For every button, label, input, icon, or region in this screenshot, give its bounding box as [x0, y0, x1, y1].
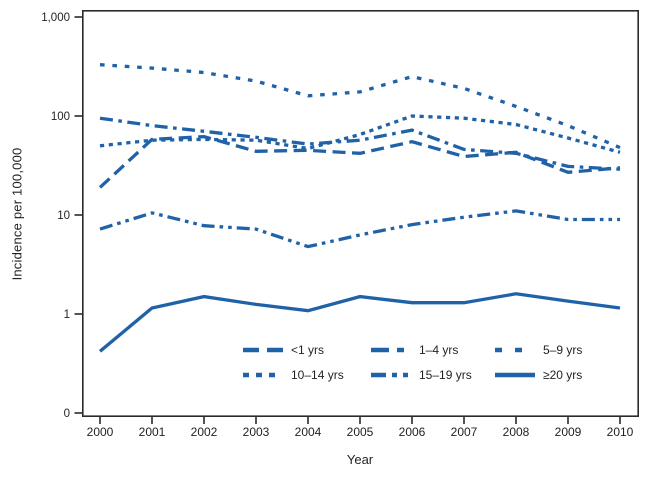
- x-tick-label: 2010: [607, 425, 634, 439]
- legend-label: 5–9 yrs: [543, 343, 583, 357]
- legend-line-sample: [495, 347, 535, 353]
- legend-label: 10–14 yrs: [291, 368, 344, 382]
- legend-item: 10–14 yrs: [243, 366, 371, 384]
- legend-label: ≥20 yrs: [543, 368, 583, 382]
- legend-line-sample: [243, 347, 283, 353]
- legend-line-sample: [371, 372, 411, 378]
- legend-line-sample: [371, 347, 411, 353]
- series-line-10-14-yrs: [99, 114, 621, 154]
- legend-item: 15–19 yrs: [371, 366, 495, 384]
- series-line--20-yrs: [98, 292, 621, 353]
- x-tick-label: 2006: [399, 425, 426, 439]
- x-tick-label: 2003: [243, 425, 270, 439]
- x-tick-label: 2002: [191, 425, 218, 439]
- x-tick-label: 2005: [347, 425, 374, 439]
- legend-item: <1 yrs: [243, 341, 371, 359]
- x-axis-title: Year: [346, 452, 374, 467]
- y-axis-title: Incidence per 100,000: [9, 147, 25, 281]
- y-tick-label: 0: [64, 408, 70, 420]
- y-tick-label: 100: [51, 111, 70, 123]
- series-line-1-4-yrs: [99, 116, 621, 171]
- y-tick-label: 10: [57, 210, 70, 222]
- legend-item: 1–4 yrs: [371, 341, 495, 359]
- legend-item: ≥20 yrs: [495, 366, 625, 384]
- legend: <1 yrs 1–4 yrs 5–9 yrs 10–14 yrs 15–19 yrs ≥2…: [243, 341, 625, 384]
- legend-line-sample: [243, 372, 283, 378]
- legend-label: <1 yrs: [291, 343, 325, 357]
- legend-item: 5–9 yrs: [495, 341, 625, 359]
- x-tick-label: 2004: [295, 425, 322, 439]
- series-line-5-9-yrs: [99, 63, 621, 150]
- x-tick-label: 2001: [139, 425, 166, 439]
- plot-border: [82, 10, 640, 417]
- series-line--1-yrs: [98, 134, 621, 189]
- y-tick-label: 1,000: [41, 12, 70, 24]
- legend-label: 15–19 yrs: [419, 368, 472, 382]
- x-tick-label: 2008: [503, 425, 530, 439]
- y-tick-label: 1: [64, 309, 70, 321]
- x-tick-label: 2000: [87, 425, 114, 439]
- x-tick-label: 2009: [555, 425, 582, 439]
- series-line-15-19-yrs: [99, 209, 620, 249]
- legend-label: 1–4 yrs: [419, 343, 459, 357]
- legend-line-sample: [495, 372, 535, 378]
- x-tick-label: 2007: [451, 425, 478, 439]
